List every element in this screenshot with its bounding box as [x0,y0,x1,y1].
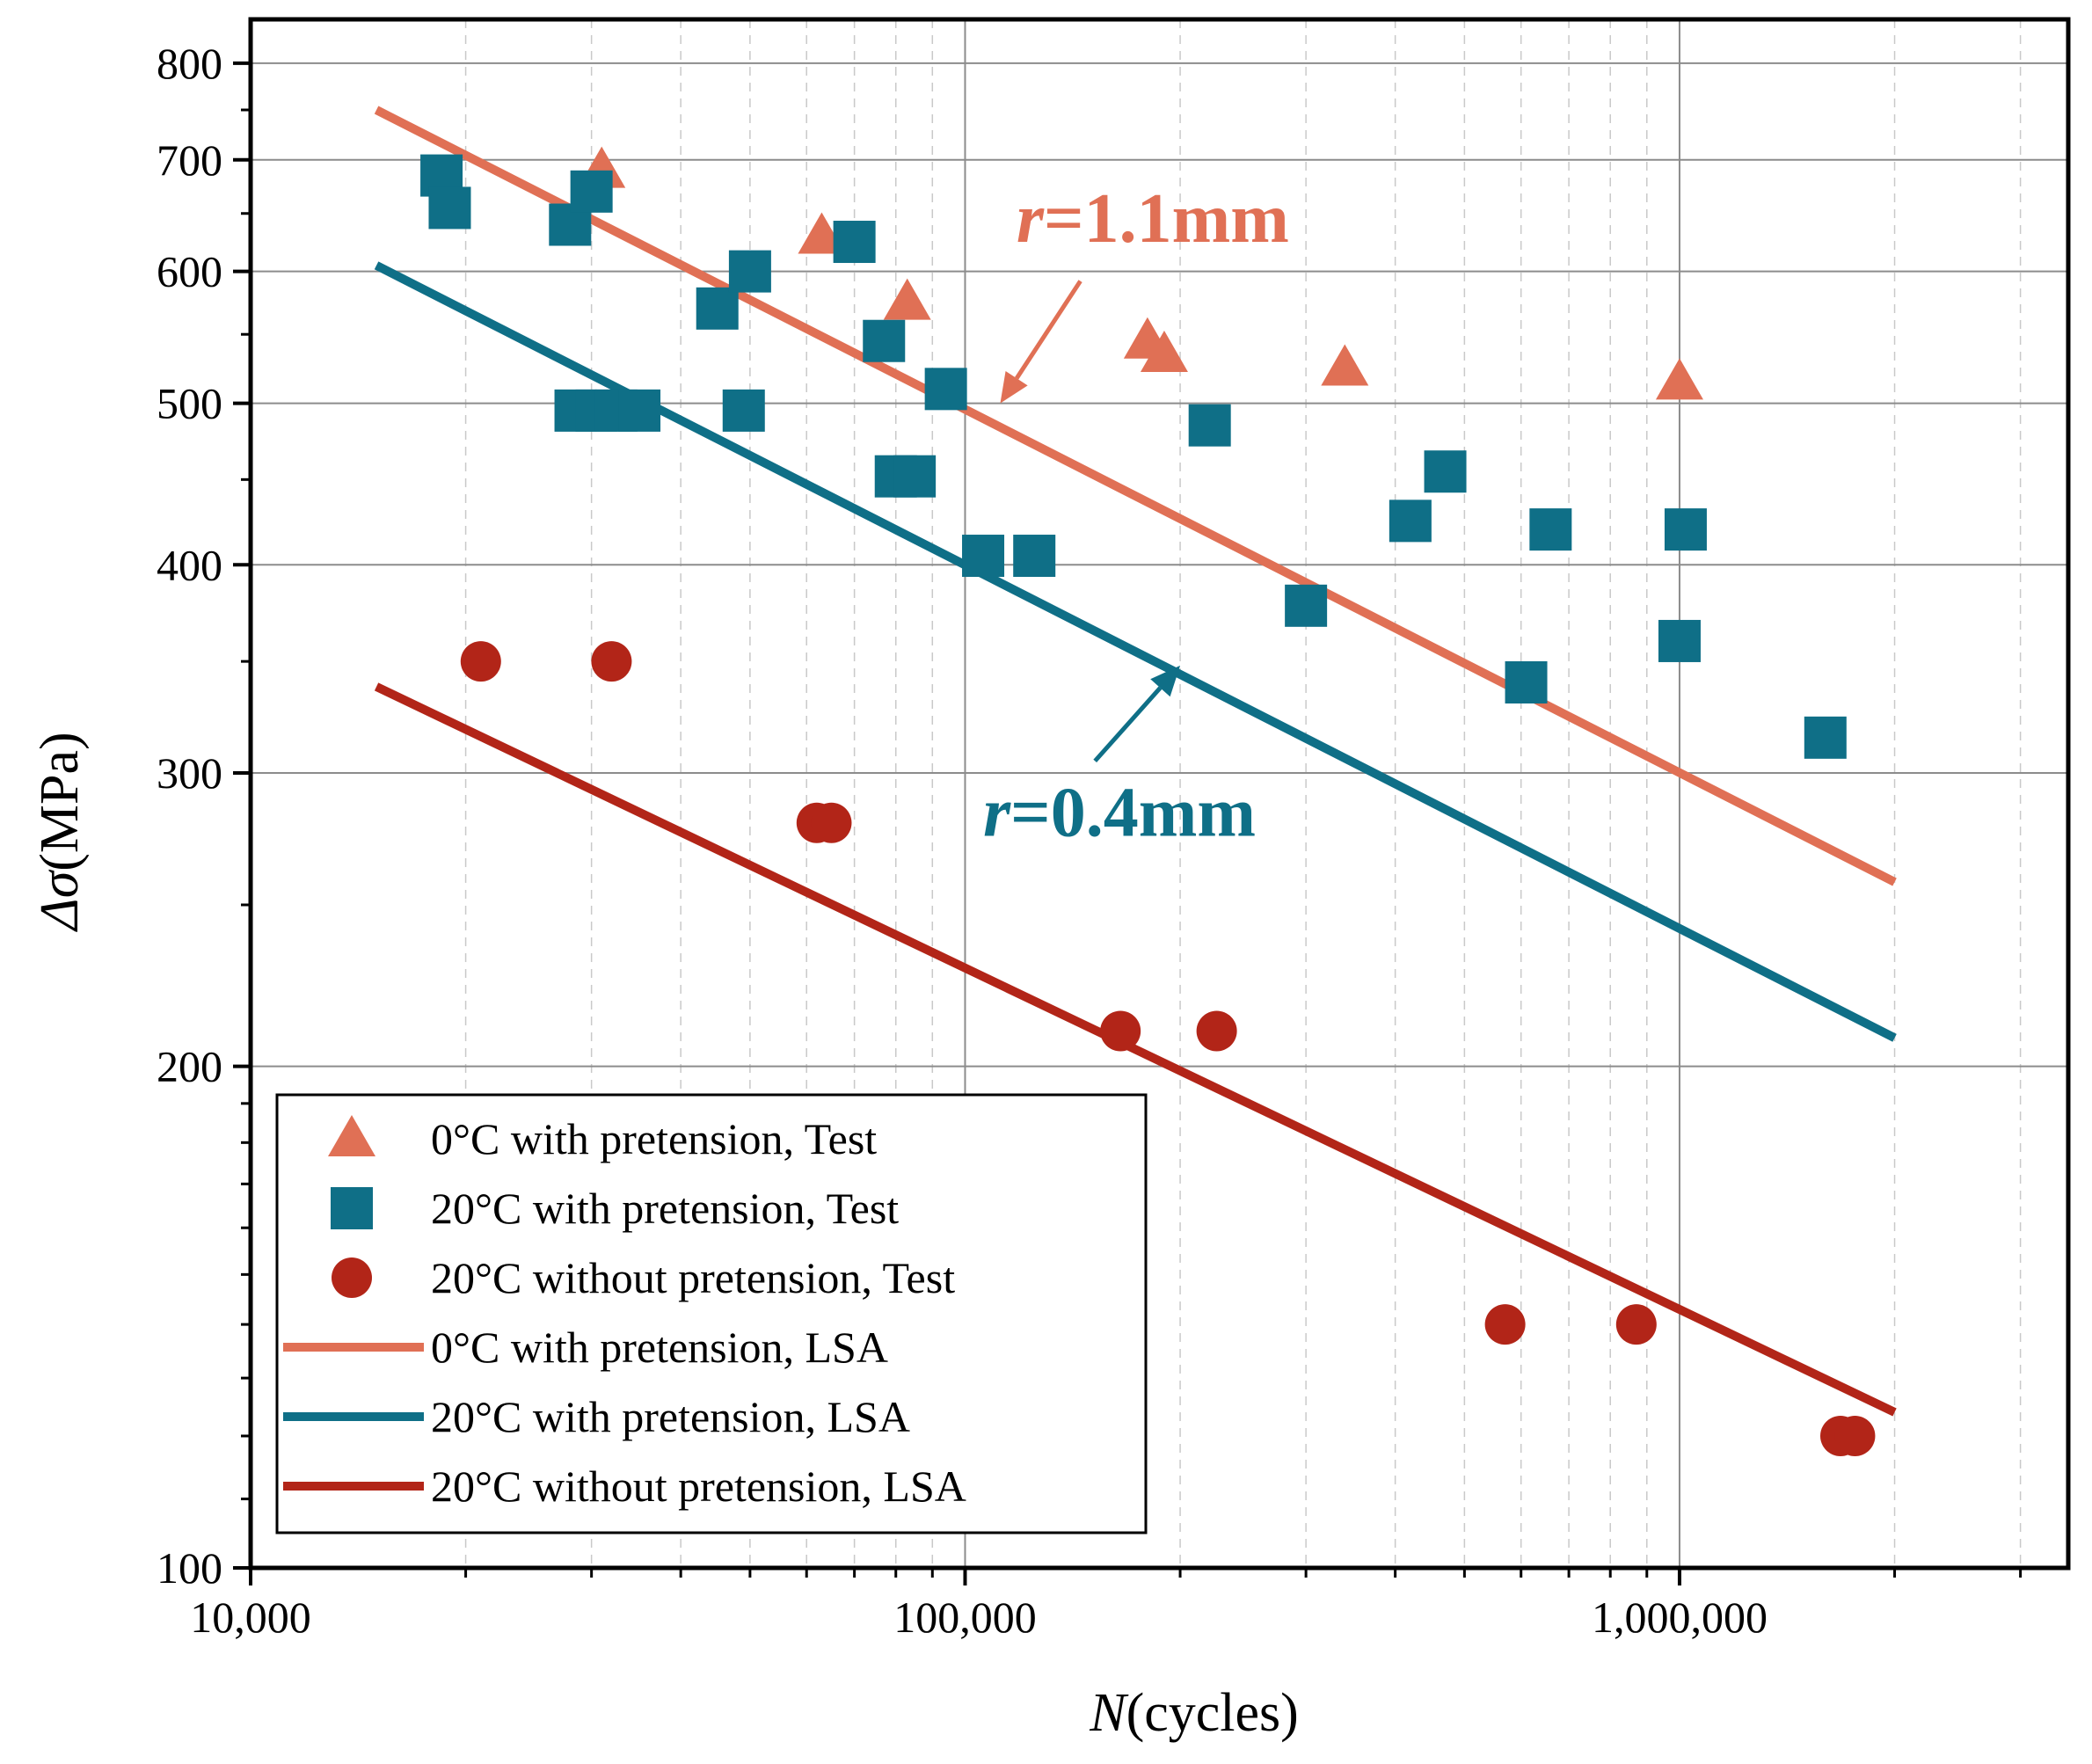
legend-circle-swatch [332,1257,372,1298]
square-data-point [1505,660,1548,703]
annotation-symbol: r [1017,180,1045,258]
legend-label: 20°C with pretension, Test [431,1184,899,1233]
square-data-point [863,319,906,362]
y-tick-label: 800 [157,39,222,88]
square-data-point [428,186,471,230]
y-tick-label: 500 [157,379,222,428]
circle-data-point [591,641,632,682]
circle-data-point [1100,1010,1141,1052]
square-data-point [1424,450,1467,493]
annotation-arrow-head [1000,370,1028,404]
legend-entry: 20°C without pretension, LSA [283,1461,966,1511]
x-axis-title-unit: (cycles) [1126,1683,1299,1743]
triangle-data-point [883,278,931,320]
circle-data-point [811,802,852,843]
annotation-arrow-shaft [1015,280,1082,380]
circle-data-point [1484,1304,1526,1345]
legend-triangle-swatch [328,1115,375,1156]
legend-label: 20°C without pretension, LSA [431,1461,966,1511]
circle-data-point [1834,1415,1876,1456]
x-tick-label: 1,000,000 [1592,1593,1768,1642]
y-axis-title: Δσ(MPa) [30,732,90,932]
annotation-label: r=1.1mm [1017,180,1289,258]
legend-entry: 0°C with pretension, Test [328,1114,877,1163]
square-data-point [962,535,1005,578]
square-data-point [1013,535,1056,578]
square-data-point [1658,619,1701,662]
y-tick-label: 300 [157,748,222,798]
annotation-arrow-shaft [1093,686,1163,763]
legend-label: 20°C with pretension, LSA [431,1392,910,1441]
square-data-point [1529,508,1572,551]
legend-label: 0°C with pretension, Test [431,1114,877,1163]
square-data-point [722,389,765,432]
square-data-point [618,389,661,432]
legend-label: 20°C without pretension, Test [431,1253,955,1302]
plot-series [374,106,1897,1456]
y-axis-title-symbol: Δσ [30,869,90,932]
x-tick-label: 100,000 [893,1593,1037,1642]
square-data-point [1804,716,1847,759]
square-data-point [1389,499,1432,543]
legend-entry: 0°C with pretension, LSA [283,1323,888,1372]
square-data-point [1285,584,1328,627]
lsa-fit-line [374,682,1897,1417]
x-axis-title: N(cycles) [1089,1683,1299,1743]
legend-entry: 20°C with pretension, LSA [283,1392,910,1441]
annotation-arrow-head [1150,665,1181,697]
legend-entry: 20°C with pretension, Test [331,1184,899,1233]
annotation-1: r=0.4mm [983,665,1256,852]
square-data-point [833,221,876,264]
annotation-symbol: r [983,775,1011,852]
square-data-point [1664,508,1707,551]
square-data-point [924,368,967,411]
y-tick-label: 400 [157,540,222,589]
square-data-point [570,170,613,213]
square-data-point [696,287,739,330]
square-data-point [1188,404,1231,447]
y-tick-label: 600 [157,247,222,296]
legend-square-swatch [331,1187,373,1229]
legend-entry: 20°C without pretension, Test [332,1253,955,1302]
square-data-point [893,455,937,498]
circle-data-point [1615,1304,1657,1345]
triangle-data-point [1140,330,1188,372]
circle-data-point [460,641,501,682]
y-tick-label: 200 [157,1042,222,1091]
x-tick-label: 10,000 [190,1593,311,1642]
annotation-value: =1.1mm [1044,180,1289,258]
x-axis-title-symbol: N [1089,1683,1129,1743]
circle-data-point [1196,1010,1237,1052]
lsa-fit-line [374,106,1897,886]
y-tick-label: 100 [157,1543,222,1593]
legend-box [275,1093,1148,1534]
axis-ticks: 10,000 100,000 1,000,000 100 200 300 400 500 600… [157,39,2023,1642]
plot-frame [248,17,2071,1571]
square-data-point [728,250,771,293]
annotation-value: =0.4mm [1010,775,1256,852]
annotation-0: r=1.1mm [1000,180,1289,404]
legend-label: 0°C with pretension, LSA [431,1323,888,1372]
annotation-label: r=0.4mm [983,775,1256,852]
y-tick-label: 700 [157,135,222,185]
legend: 0°C with pretension, Test 20°C with prete… [275,1093,1148,1534]
y-axis-title-unit: (MPa) [30,732,90,871]
triangle-data-point [1655,358,1703,400]
triangle-data-point [1321,344,1369,386]
